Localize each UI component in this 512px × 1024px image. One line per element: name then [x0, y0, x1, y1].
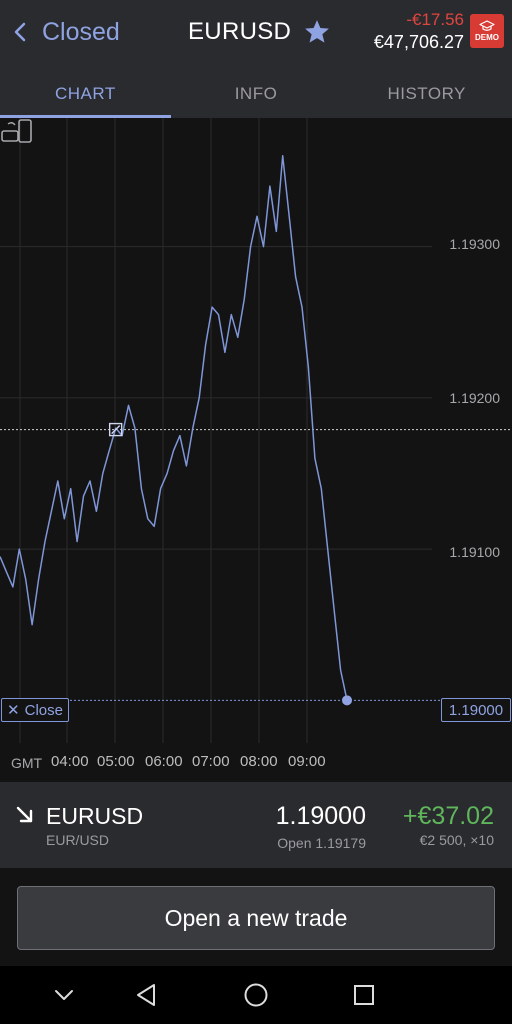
open-marker [108, 422, 123, 437]
chevron-down-icon[interactable] [49, 980, 79, 1010]
x-tick-label: 09:00 [288, 753, 326, 770]
timezone-label: GMT [11, 755, 43, 771]
back-button[interactable]: Closed [10, 14, 120, 50]
position-profit: +€37.02 [402, 802, 494, 830]
y-tick-label: 1.19300 [449, 236, 500, 252]
x-tick-label: 06:00 [145, 753, 183, 770]
position-price: 1.19000 [275, 802, 366, 830]
arrow-down-right-icon [16, 806, 33, 823]
price-series-line [0, 155, 348, 701]
account-equity: €47,706.27 [373, 32, 464, 52]
trade-action-area: Open a new trade [0, 868, 512, 966]
account-pnl: -€17.56 [406, 10, 464, 29]
price-chart[interactable]: 1.19300 1.19200 1.19100 ✕ Close 1.19000 … [0, 118, 512, 780]
open-marker-slash [111, 425, 121, 435]
position-size: €2 500, ×10 [419, 832, 494, 848]
position-summary[interactable]: EURUSD EUR/USD 1.19000 Open 1.19179 +€37… [0, 782, 512, 868]
star-icon[interactable] [303, 18, 331, 46]
back-triangle-icon[interactable] [132, 980, 162, 1010]
position-open-price: Open 1.19179 [277, 835, 366, 851]
account-balance: -€17.56 €47,706.27 [374, 9, 464, 53]
system-nav-bar [0, 966, 512, 1024]
y-tick-label: 1.19200 [449, 390, 500, 406]
position-symbol: EURUSD [46, 803, 144, 829]
close-icon: ✕ [7, 702, 20, 719]
close-label: Close [24, 701, 63, 719]
close-position-button[interactable]: ✕ Close [1, 698, 69, 722]
current-price-dot [342, 695, 352, 706]
demo-badge-label: DEMO [475, 33, 499, 42]
x-tick-label: 08:00 [240, 753, 278, 770]
device-rotate-icon[interactable] [0, 118, 34, 144]
top-bar: Closed EURUSD -€17.56 €47,706.27 DEMO [0, 0, 512, 70]
demo-badge[interactable]: DEMO [470, 14, 504, 48]
page-title: EURUSD [188, 18, 292, 45]
tab-bar: CHART INFO HISTORY [0, 70, 512, 118]
x-tick-label: 05:00 [97, 753, 135, 770]
recents-square-icon[interactable] [349, 980, 379, 1010]
open-new-trade-button[interactable]: Open a new trade [17, 886, 495, 950]
home-circle-icon[interactable] [241, 980, 271, 1010]
x-tick-label: 07:00 [192, 753, 230, 770]
chevron-left-icon [14, 22, 26, 42]
graduation-cap-icon [479, 20, 495, 31]
tab-info[interactable]: INFO [234, 84, 278, 103]
x-tick-label: 04:00 [51, 753, 89, 770]
back-label: Closed [42, 17, 120, 46]
position-pair: EUR/USD [46, 832, 110, 848]
current-price-tag: 1.19000 [441, 698, 511, 722]
chart-canvas [0, 118, 512, 743]
instrument-title-group: EURUSD [188, 14, 331, 50]
tab-history[interactable]: HISTORY [387, 84, 466, 103]
y-tick-label: 1.19100 [449, 544, 500, 560]
tab-chart[interactable]: CHART [0, 70, 171, 118]
